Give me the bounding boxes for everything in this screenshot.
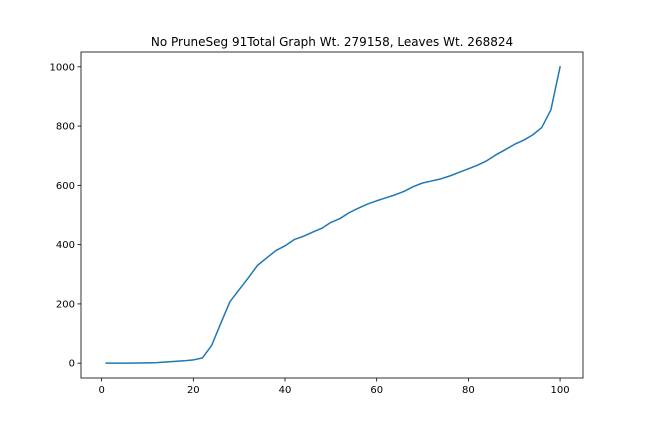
plot-area-frame xyxy=(80,51,584,379)
chart-title: No PruneSeg 91Total Graph Wt. 279158, Le… xyxy=(151,35,513,49)
x-tick-label: 80 xyxy=(462,385,475,396)
x-tick-label: 0 xyxy=(98,385,104,396)
y-tick-label: 800 xyxy=(56,122,75,133)
y-tick-label: 1000 xyxy=(50,62,75,73)
x-tick-label: 100 xyxy=(551,385,570,396)
x-tick-label: 40 xyxy=(279,385,292,396)
x-tick-label: 60 xyxy=(370,385,383,396)
y-tick-label: 200 xyxy=(56,299,75,310)
y-tick-label: 600 xyxy=(56,181,75,192)
x-tick-label: 20 xyxy=(187,385,200,396)
series-line xyxy=(105,65,561,364)
y-tick-label: 400 xyxy=(56,240,75,251)
y-tick-label: 0 xyxy=(69,359,75,370)
